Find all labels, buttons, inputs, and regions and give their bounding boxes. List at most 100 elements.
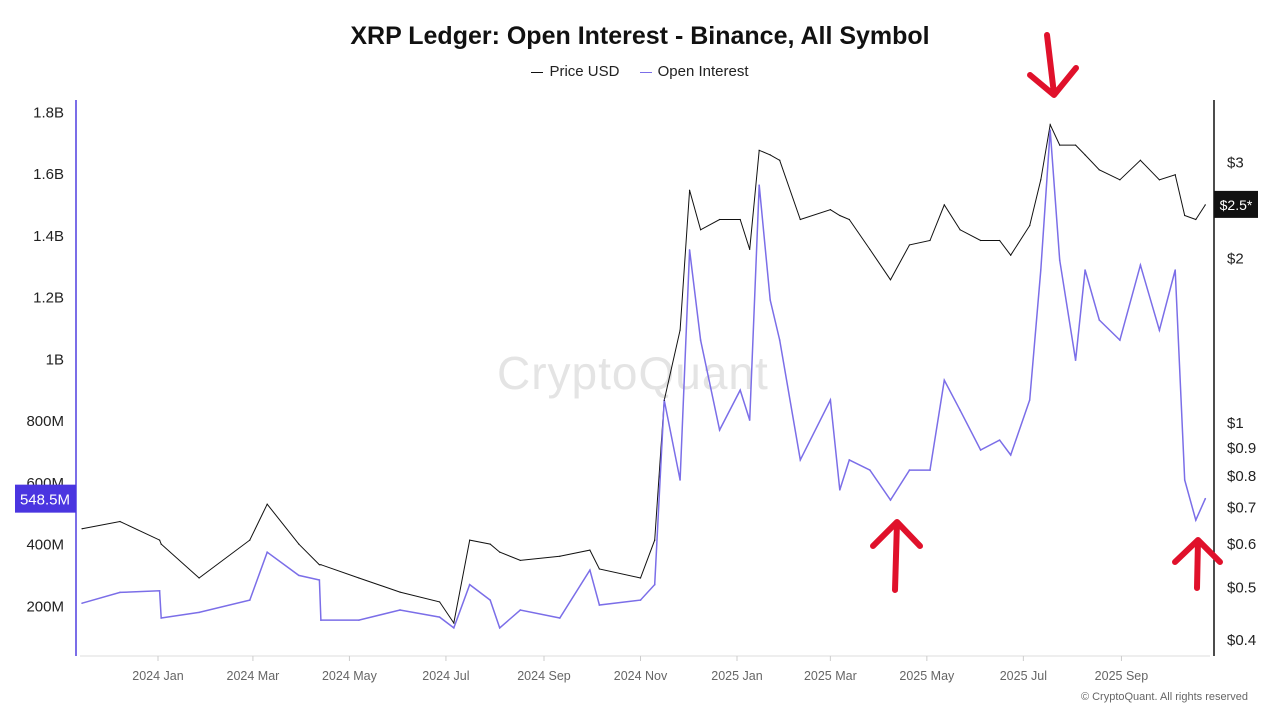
- open-interest-point: [1183, 479, 1186, 481]
- open-interest-point: [799, 459, 802, 461]
- open-interest-point: [399, 609, 401, 611]
- price-usd-point: [399, 591, 401, 593]
- open-interest-point: [639, 599, 642, 601]
- x-tick-label: 2024 Nov: [614, 669, 668, 683]
- open-interest-point: [1194, 519, 1197, 521]
- red-arrow-annotation: [1027, 32, 1079, 98]
- open-interest-point: [929, 469, 931, 471]
- open-interest-point: [1049, 129, 1052, 131]
- price-usd-point: [158, 539, 161, 541]
- open-interest-point: [297, 574, 300, 577]
- price-usd-point: [1098, 169, 1100, 171]
- price-usd-point: [320, 564, 322, 566]
- price-usd-point: [749, 248, 751, 251]
- x-tick-label: 2024 May: [322, 669, 378, 683]
- price-usd-point: [1029, 225, 1031, 227]
- price-usd-point: [358, 577, 360, 579]
- price-usd-point: [908, 244, 911, 246]
- y-right-tick-label: $1: [1227, 415, 1244, 432]
- price-usd-point: [1040, 179, 1042, 181]
- x-tick-label: 2025 Jul: [1000, 669, 1047, 683]
- price-usd-line: [82, 123, 1206, 625]
- price-usd-point: [1084, 154, 1086, 156]
- open-interest-point: [358, 619, 360, 621]
- x-tick-label: 2025 May: [899, 669, 955, 683]
- open-interest-point: [489, 599, 492, 601]
- open-interest-point: [848, 459, 851, 461]
- price-usd-point: [266, 503, 268, 505]
- open-interest-point: [748, 419, 751, 421]
- watermark: CryptoQuant: [497, 347, 769, 399]
- open-interest-point: [778, 339, 781, 341]
- open-interest-point: [498, 627, 501, 629]
- open-interest-point: [739, 389, 741, 391]
- price-usd-point: [489, 543, 491, 545]
- open-interest-point: [453, 627, 455, 629]
- price-usd-point: [889, 279, 892, 281]
- y-left-tick-label: 1B: [46, 351, 64, 368]
- open-interest-point: [998, 439, 1001, 441]
- open-interest-point: [1058, 259, 1061, 261]
- x-tick-label: 2024 Mar: [227, 669, 280, 683]
- open-interest-point: [829, 399, 832, 401]
- price-usd-point: [81, 528, 83, 530]
- x-tick-label: 2025 Sep: [1095, 669, 1149, 683]
- y-left-tick-label: 400M: [26, 537, 64, 554]
- price-usd-point: [758, 149, 760, 151]
- price-usd-point: [639, 577, 642, 579]
- current-oi-badge: [15, 484, 76, 513]
- open-interest-point: [318, 579, 321, 581]
- price-usd-point: [829, 209, 831, 211]
- open-interest-point: [889, 499, 892, 501]
- legend-item-open-interest[interactable]: Open Interest: [639, 63, 749, 80]
- open-interest-point: [979, 449, 982, 451]
- legend: Price USD Open Interest: [0, 63, 1280, 80]
- price-usd-point: [999, 239, 1001, 242]
- open-interest-point: [758, 184, 760, 186]
- price-usd-point: [799, 218, 801, 221]
- price-usd-point: [119, 520, 121, 523]
- current-price-badge: [1214, 190, 1258, 218]
- legend-swatch-price: [531, 71, 544, 73]
- legend-label-open-interest: Open Interest: [657, 63, 749, 80]
- copyright-footer: © CryptoQuant. All rights reserved: [1080, 691, 1248, 703]
- price-usd-point: [1204, 204, 1206, 206]
- price-usd-point: [1195, 218, 1197, 221]
- chart-title: XRP Ledger: Open Interest - Binance, All…: [350, 22, 930, 50]
- price-usd-point: [769, 154, 771, 156]
- legend-item-price[interactable]: Price USD: [531, 63, 619, 80]
- legend-swatch-open-interest: [639, 71, 652, 73]
- y-left-tick-label: 1.6B: [33, 166, 64, 183]
- open-interest-point: [1158, 329, 1161, 332]
- price-usd-point: [1010, 254, 1012, 256]
- price-usd-point: [198, 577, 200, 579]
- price-usd-point: [519, 559, 521, 562]
- current-oi-label: 548.5M: [20, 492, 70, 509]
- open-interest-point: [119, 591, 121, 594]
- open-interest-point: [1028, 399, 1031, 401]
- open-interest-point: [1174, 269, 1177, 271]
- open-interest-point: [589, 569, 591, 571]
- open-interest-point: [908, 469, 911, 471]
- open-interest-point: [266, 551, 268, 554]
- price-usd-point: [249, 539, 251, 541]
- open-interest-point: [653, 583, 656, 586]
- open-interest-point: [959, 409, 961, 411]
- price-usd-point: [1184, 214, 1186, 217]
- price-usd-point: [160, 543, 162, 545]
- price-usd-point: [719, 218, 721, 221]
- x-tick-label: 2025 Mar: [804, 669, 857, 683]
- y-right-tick-label: $0.7: [1227, 500, 1256, 517]
- open-interest-point: [699, 339, 702, 341]
- x-tick-label: 2024 Jul: [422, 669, 469, 683]
- open-interest-point: [688, 249, 691, 251]
- price-usd-point: [589, 549, 591, 551]
- price-usd-point: [499, 551, 501, 553]
- price-usd-point: [469, 539, 471, 541]
- y-left-tick-label: 1.8B: [33, 104, 64, 121]
- open-interest-point: [559, 617, 561, 619]
- price-usd-point: [959, 229, 961, 231]
- open-interest-point: [1139, 264, 1142, 266]
- y-left-tick-label: 800M: [26, 413, 64, 430]
